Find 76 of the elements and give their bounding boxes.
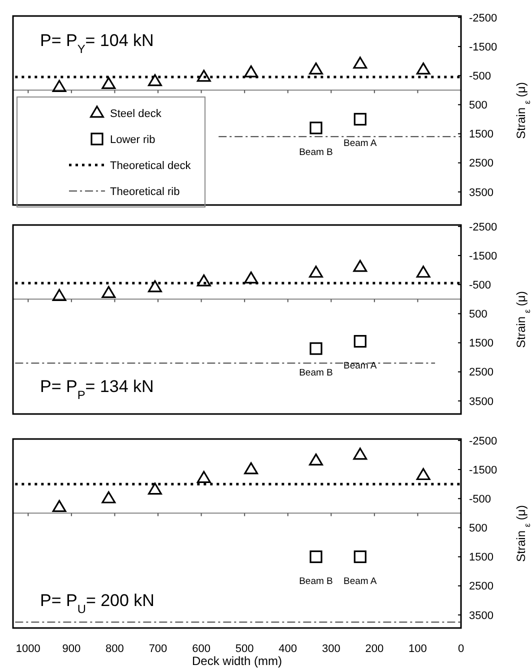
y-tick-label: 2500: [469, 366, 494, 379]
x-axis-title: Deck width (mm): [192, 654, 282, 668]
y-tick-label: -2500: [469, 12, 498, 24]
point: [353, 56, 368, 69]
point: [309, 266, 323, 278]
x-tick-label: 100: [408, 643, 427, 655]
x-tick-label: 700: [148, 643, 168, 655]
point: [416, 62, 430, 74]
y-tick-label: 1500: [469, 338, 494, 350]
y-tick-label: -500: [469, 493, 492, 506]
legend-label: Lower rib: [110, 134, 156, 146]
point: [148, 482, 162, 495]
point: [102, 77, 116, 90]
point: [52, 288, 66, 301]
y-tick-label: -2500: [469, 435, 498, 448]
point: [196, 470, 211, 483]
y-tick-label: 2500: [469, 158, 494, 170]
annotation: P= P$_{P}$= 134 kN: [40, 377, 154, 402]
annotation: P= P$_{Y}$= 104 kN: [40, 31, 154, 56]
point: [309, 454, 323, 466]
point: [354, 112, 366, 126]
x-tick-label: 800: [106, 643, 124, 655]
point: [52, 80, 66, 92]
legend-label: Steel deck: [110, 108, 162, 120]
annotation: Beam B: [299, 576, 333, 587]
y-tick-label: 3500: [469, 186, 494, 199]
point: [102, 491, 116, 504]
y-tick-label: 1500: [469, 128, 494, 141]
y-tick-label: 3500: [469, 610, 494, 622]
point: [354, 550, 366, 564]
point: [244, 65, 258, 78]
annotation: Beam A: [344, 576, 378, 587]
y-tick-label: -1500: [469, 41, 498, 54]
x-tick-label: 300: [322, 643, 340, 655]
point: [52, 500, 66, 512]
point: [353, 448, 368, 460]
y-tick-label: -500: [469, 70, 492, 82]
x-tick-label: 900: [62, 643, 81, 655]
point: [309, 62, 323, 74]
y-tick-label: 500: [469, 100, 488, 112]
annotation: Beam A: [344, 360, 378, 372]
point: [148, 280, 162, 292]
annotation: Beam A: [344, 138, 378, 150]
x-tick-label: 500: [235, 643, 254, 655]
point: [102, 286, 116, 298]
point: [310, 342, 322, 355]
point: [310, 550, 322, 564]
annotation: Beam B: [299, 146, 333, 158]
point: [416, 266, 430, 278]
point: [148, 74, 162, 86]
legend-label: Theoretical rib: [110, 186, 180, 198]
point: [244, 462, 258, 474]
y-tick-label: -1500: [469, 464, 498, 476]
y-tick-label: -1500: [469, 250, 498, 262]
point: [416, 468, 430, 480]
y-tick-label: 1500: [469, 552, 494, 564]
annotation: Beam B: [299, 368, 333, 379]
point: [354, 335, 366, 348]
x-tick-label: 1000: [16, 643, 40, 655]
y-tick-label: 500: [469, 522, 488, 535]
y-tick-label: 2500: [469, 580, 494, 593]
point: [310, 122, 322, 134]
annotation: P= P$_{U}$= 200 kN: [40, 591, 154, 616]
y-tick-label: -500: [469, 279, 492, 292]
x-tick-label: 600: [192, 643, 210, 655]
x-tick-label: 0: [458, 643, 464, 655]
y-tick-label: 3500: [469, 396, 494, 408]
x-tick-label: 200: [365, 643, 384, 655]
point: [196, 274, 211, 286]
point: [196, 70, 211, 82]
point: [244, 271, 258, 284]
point: [353, 260, 368, 272]
y-tick-label: -2500: [469, 221, 498, 234]
x-tick-label: 400: [278, 643, 298, 655]
y-tick-label: 500: [469, 308, 488, 321]
legend-label: Theoretical deck: [110, 160, 192, 172]
